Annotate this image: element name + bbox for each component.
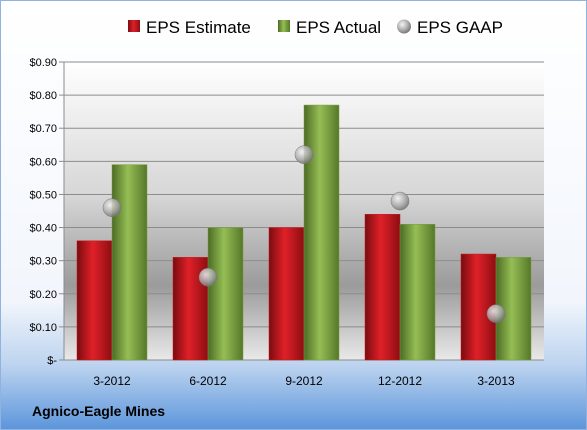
y-tick-label: $0.20 bbox=[29, 289, 57, 301]
y-tick-label: $0.30 bbox=[29, 256, 57, 268]
x-tick-label: 3-2013 bbox=[477, 374, 515, 388]
legend-swatch-eps-actual bbox=[278, 20, 290, 32]
x-tick-label: 12-2012 bbox=[378, 374, 422, 388]
y-tick-label: $- bbox=[47, 355, 57, 367]
legend-label-eps-gaap: EPS GAAP bbox=[417, 18, 503, 37]
marker-eps-gaap-3-2013 bbox=[486, 304, 506, 323]
bar-eps-actual-12-2012 bbox=[399, 223, 436, 361]
bar-eps-actual-9-2012 bbox=[303, 104, 340, 361]
y-tick-label: $0.50 bbox=[29, 189, 57, 201]
y-tick-label: $0.10 bbox=[29, 322, 57, 334]
y-tick-label: $0.70 bbox=[29, 123, 57, 135]
y-tick-label: $0.40 bbox=[29, 223, 57, 235]
y-tick-label: $0.80 bbox=[29, 90, 57, 102]
marker-eps-gaap-12-2012 bbox=[390, 191, 410, 211]
marker-eps-gaap-6-2012 bbox=[198, 267, 218, 287]
legend-swatch-eps-gaap bbox=[397, 19, 411, 34]
legend-swatch-eps-estimate bbox=[128, 20, 140, 32]
marker-eps-gaap-3-2012 bbox=[102, 198, 122, 217]
y-tick-label: $0.90 bbox=[29, 57, 57, 69]
legend-label-eps-estimate: EPS Estimate bbox=[146, 18, 251, 37]
legend-label-eps-actual: EPS Actual bbox=[296, 18, 381, 37]
bar-eps-estimate-12-2012 bbox=[364, 214, 401, 361]
x-tick-label: 3-2012 bbox=[93, 374, 131, 388]
y-tick-label: $0.60 bbox=[29, 156, 57, 168]
marker-eps-gaap-9-2012 bbox=[294, 145, 314, 164]
x-axis-ticks: 3-2012 6-2012 9-2012 12-2012 3-2013 bbox=[93, 374, 515, 388]
bar-eps-actual-6-2012 bbox=[207, 227, 244, 361]
bar-eps-estimate-9-2012 bbox=[268, 227, 305, 361]
x-tick-label: 9-2012 bbox=[285, 374, 323, 388]
x-tick-label: 6-2012 bbox=[189, 374, 227, 388]
legend: EPS Estimate EPS Actual EPS GAAP bbox=[128, 18, 503, 37]
bar-eps-actual-3-2012 bbox=[111, 164, 148, 361]
bar-eps-estimate-3-2012 bbox=[76, 240, 113, 361]
markers bbox=[102, 145, 506, 323]
company-name: Agnico-Eagle Mines bbox=[32, 403, 165, 419]
